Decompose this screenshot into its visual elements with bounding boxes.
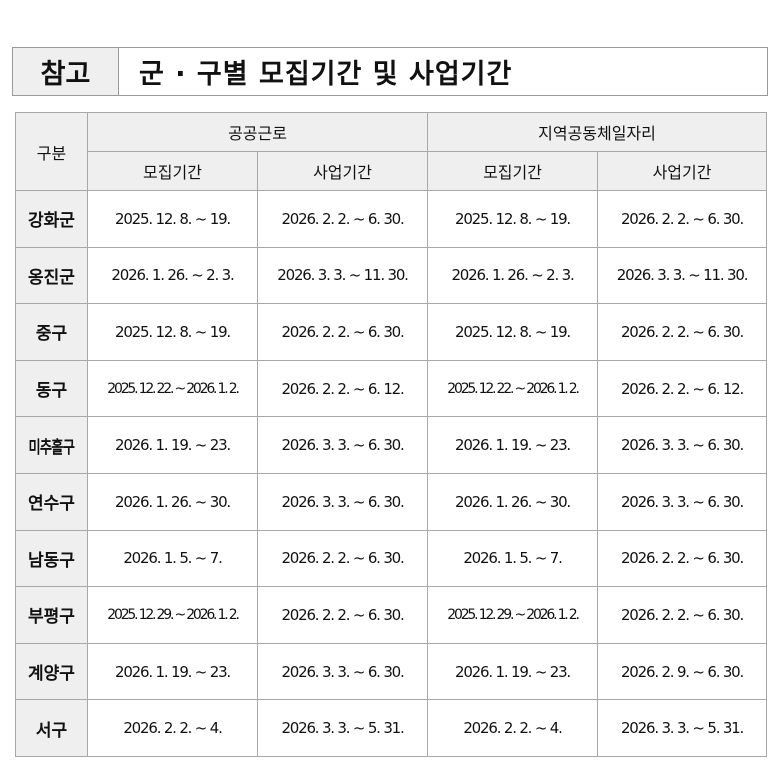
project-period-cell: 2026. 2. 2. ~ 6. 12. [256,359,429,418]
table-row: 옹진군 2026. 1. 26. ~ 2. 3. 2026. 3. 3. ~ 11.… [15,246,768,305]
header-recruit-period: 모집기간 [87,151,258,191]
table-row: 강화군 2025. 12. 8. ~ 19. 2026. 2. 2. ~ 6. 30… [15,190,768,248]
district-label: 미추홀구 [15,416,88,474]
project-period-cell: 2026. 3. 3. ~ 11. 30. [256,246,429,305]
project-period-cell: 2026. 2. 2. ~ 6. 30. [256,586,429,644]
district-label: 계양구 [15,642,88,701]
recruit-period-cell: 2026. 1. 19. ~ 23. [427,416,599,474]
project-period-cell: 2026. 3. 3. ~ 6. 30. [597,472,768,531]
project-period-cell: 2026. 3. 3. ~ 5. 31. [597,699,768,757]
header-recruit-period: 모집기간 [427,151,599,191]
header-project-period: 사업기간 [597,151,768,191]
district-name: 동구 [35,381,68,402]
recruit-period-cell: 2025. 12. 8. ~ 19. [87,303,258,361]
recruit-period-cell: 2026. 1. 19. ~ 23. [427,642,599,701]
district-name: 중구 [35,324,68,345]
schedule-table: 구분 공공근로 지역공동체일자리 모집기간 사업기간 모집기간 사업기간 강화군… [15,112,768,757]
recruit-period-cell: 2026. 1. 19. ~ 23. [87,416,258,474]
reference-tag: 참고 [13,48,119,95]
recruit-period-cell: 2025. 12. 8. ~ 19. [87,190,258,248]
page-title: 군 · 구별 모집기간 및 사업기간 [139,59,513,90]
district-label: 중구 [15,303,88,361]
section-title: 참고 군 · 구별 모집기간 및 사업기간 [12,47,768,96]
recruit-period-cell: 2026. 1. 26. ~ 2. 3. [87,246,258,305]
table-row: 연수구 2026. 1. 26. ~ 30. 2026. 3. 3. ~ 6. 30… [15,472,768,531]
project-period-cell: 2026. 3. 3. ~ 5. 31. [256,699,429,757]
recruit-period-cell: 2026. 2. 2. ~ 4. [87,699,258,757]
header-division: 구분 [15,112,88,191]
project-period-cell: 2026. 2. 2. ~ 6. 30. [256,190,429,248]
project-period-cell: 2026. 3. 3. ~ 11. 30. [597,246,768,305]
table-row: 계양구 2026. 1. 19. ~ 23. 2026. 3. 3. ~ 6. 30… [15,642,768,701]
project-period-cell: 2026. 3. 3. ~ 6. 30. [256,472,429,531]
district-label: 옹진군 [15,246,88,305]
table-row: 부평구 2025. 12. 29. ~ 2026. 1. 2. 2026. 2. 2… [15,586,768,644]
recruit-period-cell: 2026. 1. 5. ~ 7. [87,529,258,588]
project-period-cell: 2026. 3. 3. ~ 6. 30. [597,416,768,474]
district-label: 연수구 [15,472,88,531]
recruit-period-cell: 2026. 1. 19. ~ 23. [87,642,258,701]
district-name: 서구 [35,720,68,741]
project-period-cell: 2026. 2. 2. ~ 6. 12. [597,359,768,418]
project-period-cell: 2026. 2. 2. ~ 6. 30. [597,303,768,361]
header-community-jobs: 지역공동체일자리 [427,112,768,152]
project-period-cell: 2026. 2. 2. ~ 6. 30. [597,190,768,248]
district-label: 강화군 [15,190,88,248]
district-name: 연수구 [28,494,75,515]
district-name: 남동구 [28,550,75,571]
recruit-period-cell: 2026. 1. 26. ~ 30. [427,472,599,531]
header-public-work: 공공근로 [86,112,429,152]
recruit-period-cell: 2025. 12. 8. ~ 19. [427,303,599,361]
district-label: 부평구 [15,586,88,644]
table-row: 남동구 2026. 1. 5. ~ 7. 2026. 2. 2. ~ 6. 30. 2… [15,529,768,588]
project-period-cell: 2026. 2. 2. ~ 6. 30. [597,529,768,588]
table-row: 중구 2025. 12. 8. ~ 19. 2026. 2. 2. ~ 6. 30.… [15,303,768,361]
district-name: 계양구 [28,664,75,685]
header-project-period: 사업기간 [256,151,429,191]
recruit-period-cell: 2026. 1. 26. ~ 30. [87,472,258,531]
recruit-period-cell: 2025. 12. 8. ~ 19. [427,190,599,248]
project-period-cell: 2026. 2. 9. ~ 6. 30. [597,642,768,701]
recruit-period-cell: 2025. 12. 29. ~ 2026. 1. 2. [87,586,258,644]
district-name: 부평구 [28,607,75,628]
table-row: 미추홀구 2026. 1. 19. ~ 23. 2026. 3. 3. ~ 6. 3… [15,416,768,474]
recruit-period-cell: 2025. 12. 22. ~ 2026. 1. 2. [87,359,258,418]
recruit-period-cell: 2026. 2. 2. ~ 4. [427,699,599,757]
district-label: 남동구 [15,529,88,588]
district-label: 동구 [15,359,88,418]
district-label: 서구 [15,699,88,757]
recruit-period-cell: 2026. 1. 26. ~ 2. 3. [427,246,599,305]
district-name: 미추홀구 [28,437,75,458]
project-period-cell: 2026. 3. 3. ~ 6. 30. [256,642,429,701]
district-name: 강화군 [28,211,75,232]
recruit-period-cell: 2025. 12. 22. ~ 2026. 1. 2. [427,359,599,418]
table-row: 서구 2026. 2. 2. ~ 4. 2026. 3. 3. ~ 5. 31. 20… [15,699,768,757]
table-row: 동구 2025. 12. 22. ~ 2026. 1. 2. 2026. 2. 2.… [15,359,768,418]
recruit-period-cell: 2026. 1. 5. ~ 7. [427,529,599,588]
recruit-period-cell: 2025. 12. 29. ~ 2026. 1. 2. [427,586,599,644]
project-period-cell: 2026. 2. 2. ~ 6. 30. [597,586,768,644]
project-period-cell: 2026. 2. 2. ~ 6. 30. [256,529,429,588]
district-name: 옹진군 [28,267,75,288]
project-period-cell: 2026. 2. 2. ~ 6. 30. [256,303,429,361]
project-period-cell: 2026. 3. 3. ~ 6. 30. [256,416,429,474]
